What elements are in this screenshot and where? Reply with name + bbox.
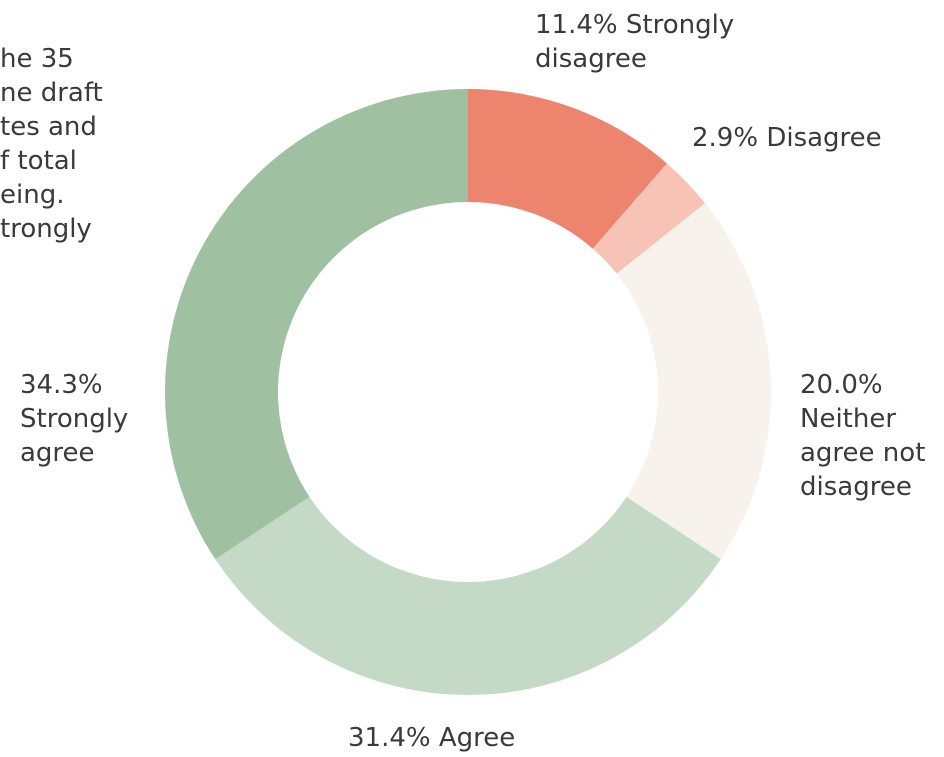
slice-label: 20.0% Neither agree not disagree <box>800 368 940 504</box>
annotation-line: ne draft <box>0 78 103 108</box>
annotation-line: f total <box>0 146 77 176</box>
annotation-line: eing. <box>0 180 65 210</box>
slice-label: 2.9% Disagree <box>692 121 944 155</box>
value-label: 31.4% <box>348 723 431 753</box>
donut-slice <box>592 163 706 274</box>
annotation-line: tes and <box>0 112 97 142</box>
slice-label: 11.4% Strongly disagree <box>535 8 755 76</box>
slice-label: 34.3% Strongly agree <box>20 368 150 470</box>
category-label: Agree <box>438 723 516 753</box>
donut-slice <box>468 89 667 249</box>
category-label: Strongly agree <box>20 404 129 468</box>
slice-label: 31.4% Agree <box>348 721 608 755</box>
annotation: he 35 ne draft tes and f total eing. trongly <box>0 42 103 246</box>
value-label: 20.0% <box>800 370 883 400</box>
category-label: Neither agree not disagree <box>800 404 926 502</box>
value-label: 2.9% <box>692 123 759 153</box>
donut-slice <box>616 203 771 560</box>
category-label: Strongly disagree <box>535 10 735 74</box>
annotation-line: he 35 <box>0 44 74 74</box>
donut-slice <box>215 496 721 695</box>
value-label: 11.4% <box>535 10 618 40</box>
category-label: Disagree <box>766 123 882 153</box>
value-label: 34.3% <box>20 370 103 400</box>
annotation-line: trongly <box>0 214 92 244</box>
donut-slice <box>165 88 468 560</box>
